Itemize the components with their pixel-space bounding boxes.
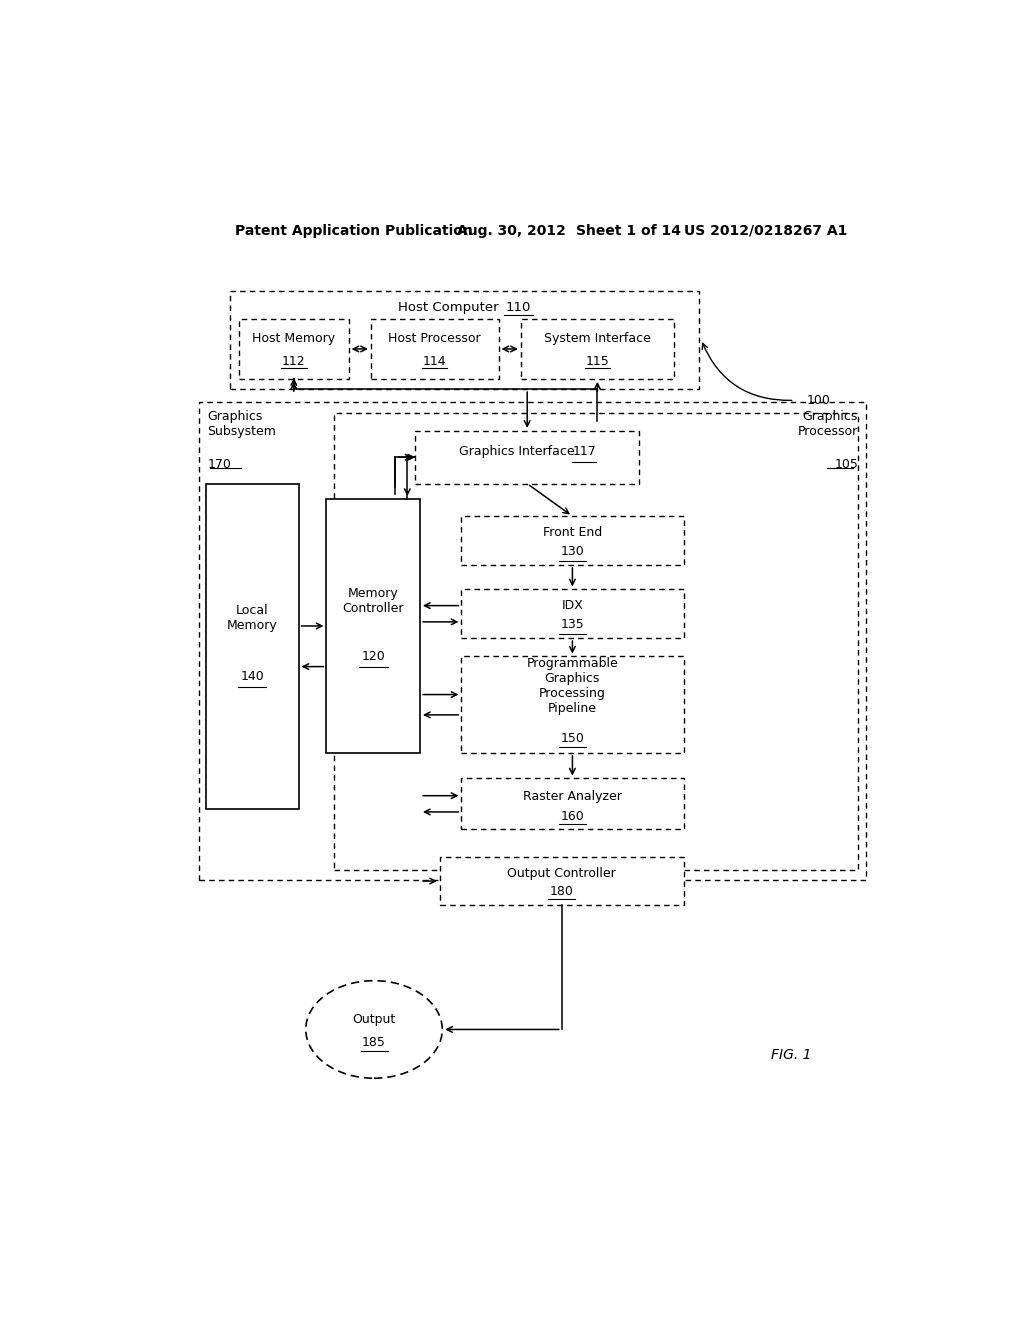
Text: 114: 114 <box>423 355 446 368</box>
Text: 180: 180 <box>550 884 573 898</box>
Bar <box>461 589 684 638</box>
Text: 150: 150 <box>560 731 585 744</box>
Bar <box>521 319 674 379</box>
Text: 105: 105 <box>835 458 858 471</box>
Text: Output Controller: Output Controller <box>507 867 616 880</box>
Bar <box>461 656 684 752</box>
Text: US 2012/0218267 A1: US 2012/0218267 A1 <box>684 223 847 238</box>
Text: 117: 117 <box>572 445 596 458</box>
Text: Raster Analyzer: Raster Analyzer <box>523 791 622 803</box>
FancyArrowPatch shape <box>702 343 792 400</box>
Text: Sheet 1 of 14: Sheet 1 of 14 <box>577 223 681 238</box>
Text: 112: 112 <box>282 355 306 368</box>
Bar <box>461 779 684 829</box>
Text: Local
Memory: Local Memory <box>227 603 278 632</box>
Text: 140: 140 <box>241 671 264 684</box>
Text: 100: 100 <box>807 393 830 407</box>
Text: IDX: IDX <box>561 599 584 612</box>
Text: Graphics Interface: Graphics Interface <box>460 445 579 458</box>
Text: Graphics
Subsystem: Graphics Subsystem <box>207 411 276 438</box>
Text: Host Processor: Host Processor <box>388 333 481 346</box>
Bar <box>440 857 684 906</box>
Text: Host Memory: Host Memory <box>252 333 336 346</box>
Text: Output: Output <box>352 1012 395 1026</box>
Text: FIG. 1: FIG. 1 <box>771 1048 811 1061</box>
Text: Aug. 30, 2012: Aug. 30, 2012 <box>458 223 566 238</box>
Bar <box>327 499 420 752</box>
Bar <box>240 319 348 379</box>
Bar <box>200 403 866 880</box>
Text: Front End: Front End <box>543 525 602 539</box>
Ellipse shape <box>306 981 442 1078</box>
Text: Host Computer: Host Computer <box>398 301 507 314</box>
Text: Memory
Controller: Memory Controller <box>342 586 404 615</box>
Text: Patent Application Publication: Patent Application Publication <box>236 223 473 238</box>
Text: 115: 115 <box>586 355 609 368</box>
Text: 185: 185 <box>362 1036 386 1049</box>
Text: 160: 160 <box>560 809 585 822</box>
Text: Programmable
Graphics
Processing
Pipeline: Programmable Graphics Processing Pipelin… <box>526 657 618 715</box>
Text: System Interface: System Interface <box>544 333 651 346</box>
Text: 110: 110 <box>506 301 531 314</box>
Text: 170: 170 <box>207 458 231 471</box>
Text: Graphics
Processor: Graphics Processor <box>798 411 858 438</box>
Text: 130: 130 <box>560 545 585 558</box>
Bar <box>371 319 499 379</box>
Bar <box>416 430 639 483</box>
Bar <box>334 413 858 870</box>
Text: 120: 120 <box>361 649 385 663</box>
Bar <box>229 290 699 389</box>
Text: 135: 135 <box>560 619 585 631</box>
Bar <box>206 483 299 809</box>
Bar <box>461 516 684 565</box>
